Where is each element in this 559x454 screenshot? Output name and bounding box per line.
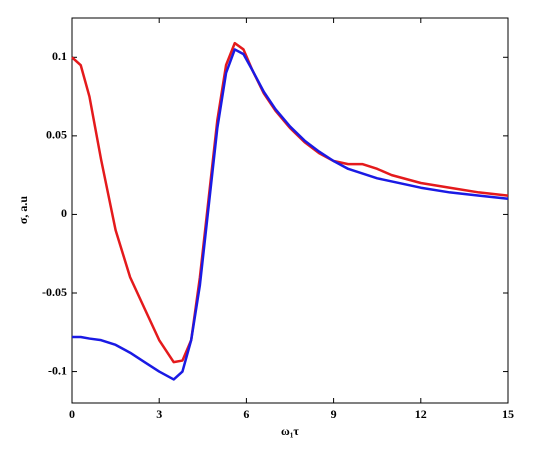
x-tick-label: 3 bbox=[156, 407, 162, 421]
x-tick-label: 15 bbox=[502, 407, 514, 421]
x-tick-label: 6 bbox=[243, 407, 249, 421]
y-tick-label: -0.1 bbox=[48, 363, 67, 377]
y-tick-label: 0 bbox=[61, 206, 67, 220]
plot-frame bbox=[71, 17, 509, 404]
y-tick-label: 0.1 bbox=[52, 49, 67, 63]
series-line bbox=[71, 41, 509, 364]
y-axis-label: σ, a.u bbox=[16, 196, 30, 225]
x-tick-label: 9 bbox=[331, 407, 337, 421]
x-tick-label: 0 bbox=[69, 407, 75, 421]
x-axis-label: ω₁τ bbox=[281, 424, 299, 438]
x-tick-label: 12 bbox=[415, 407, 427, 421]
y-tick-label: 0.05 bbox=[46, 128, 67, 142]
series-line bbox=[72, 48, 509, 381]
y-tick-label: -0.05 bbox=[42, 285, 67, 299]
